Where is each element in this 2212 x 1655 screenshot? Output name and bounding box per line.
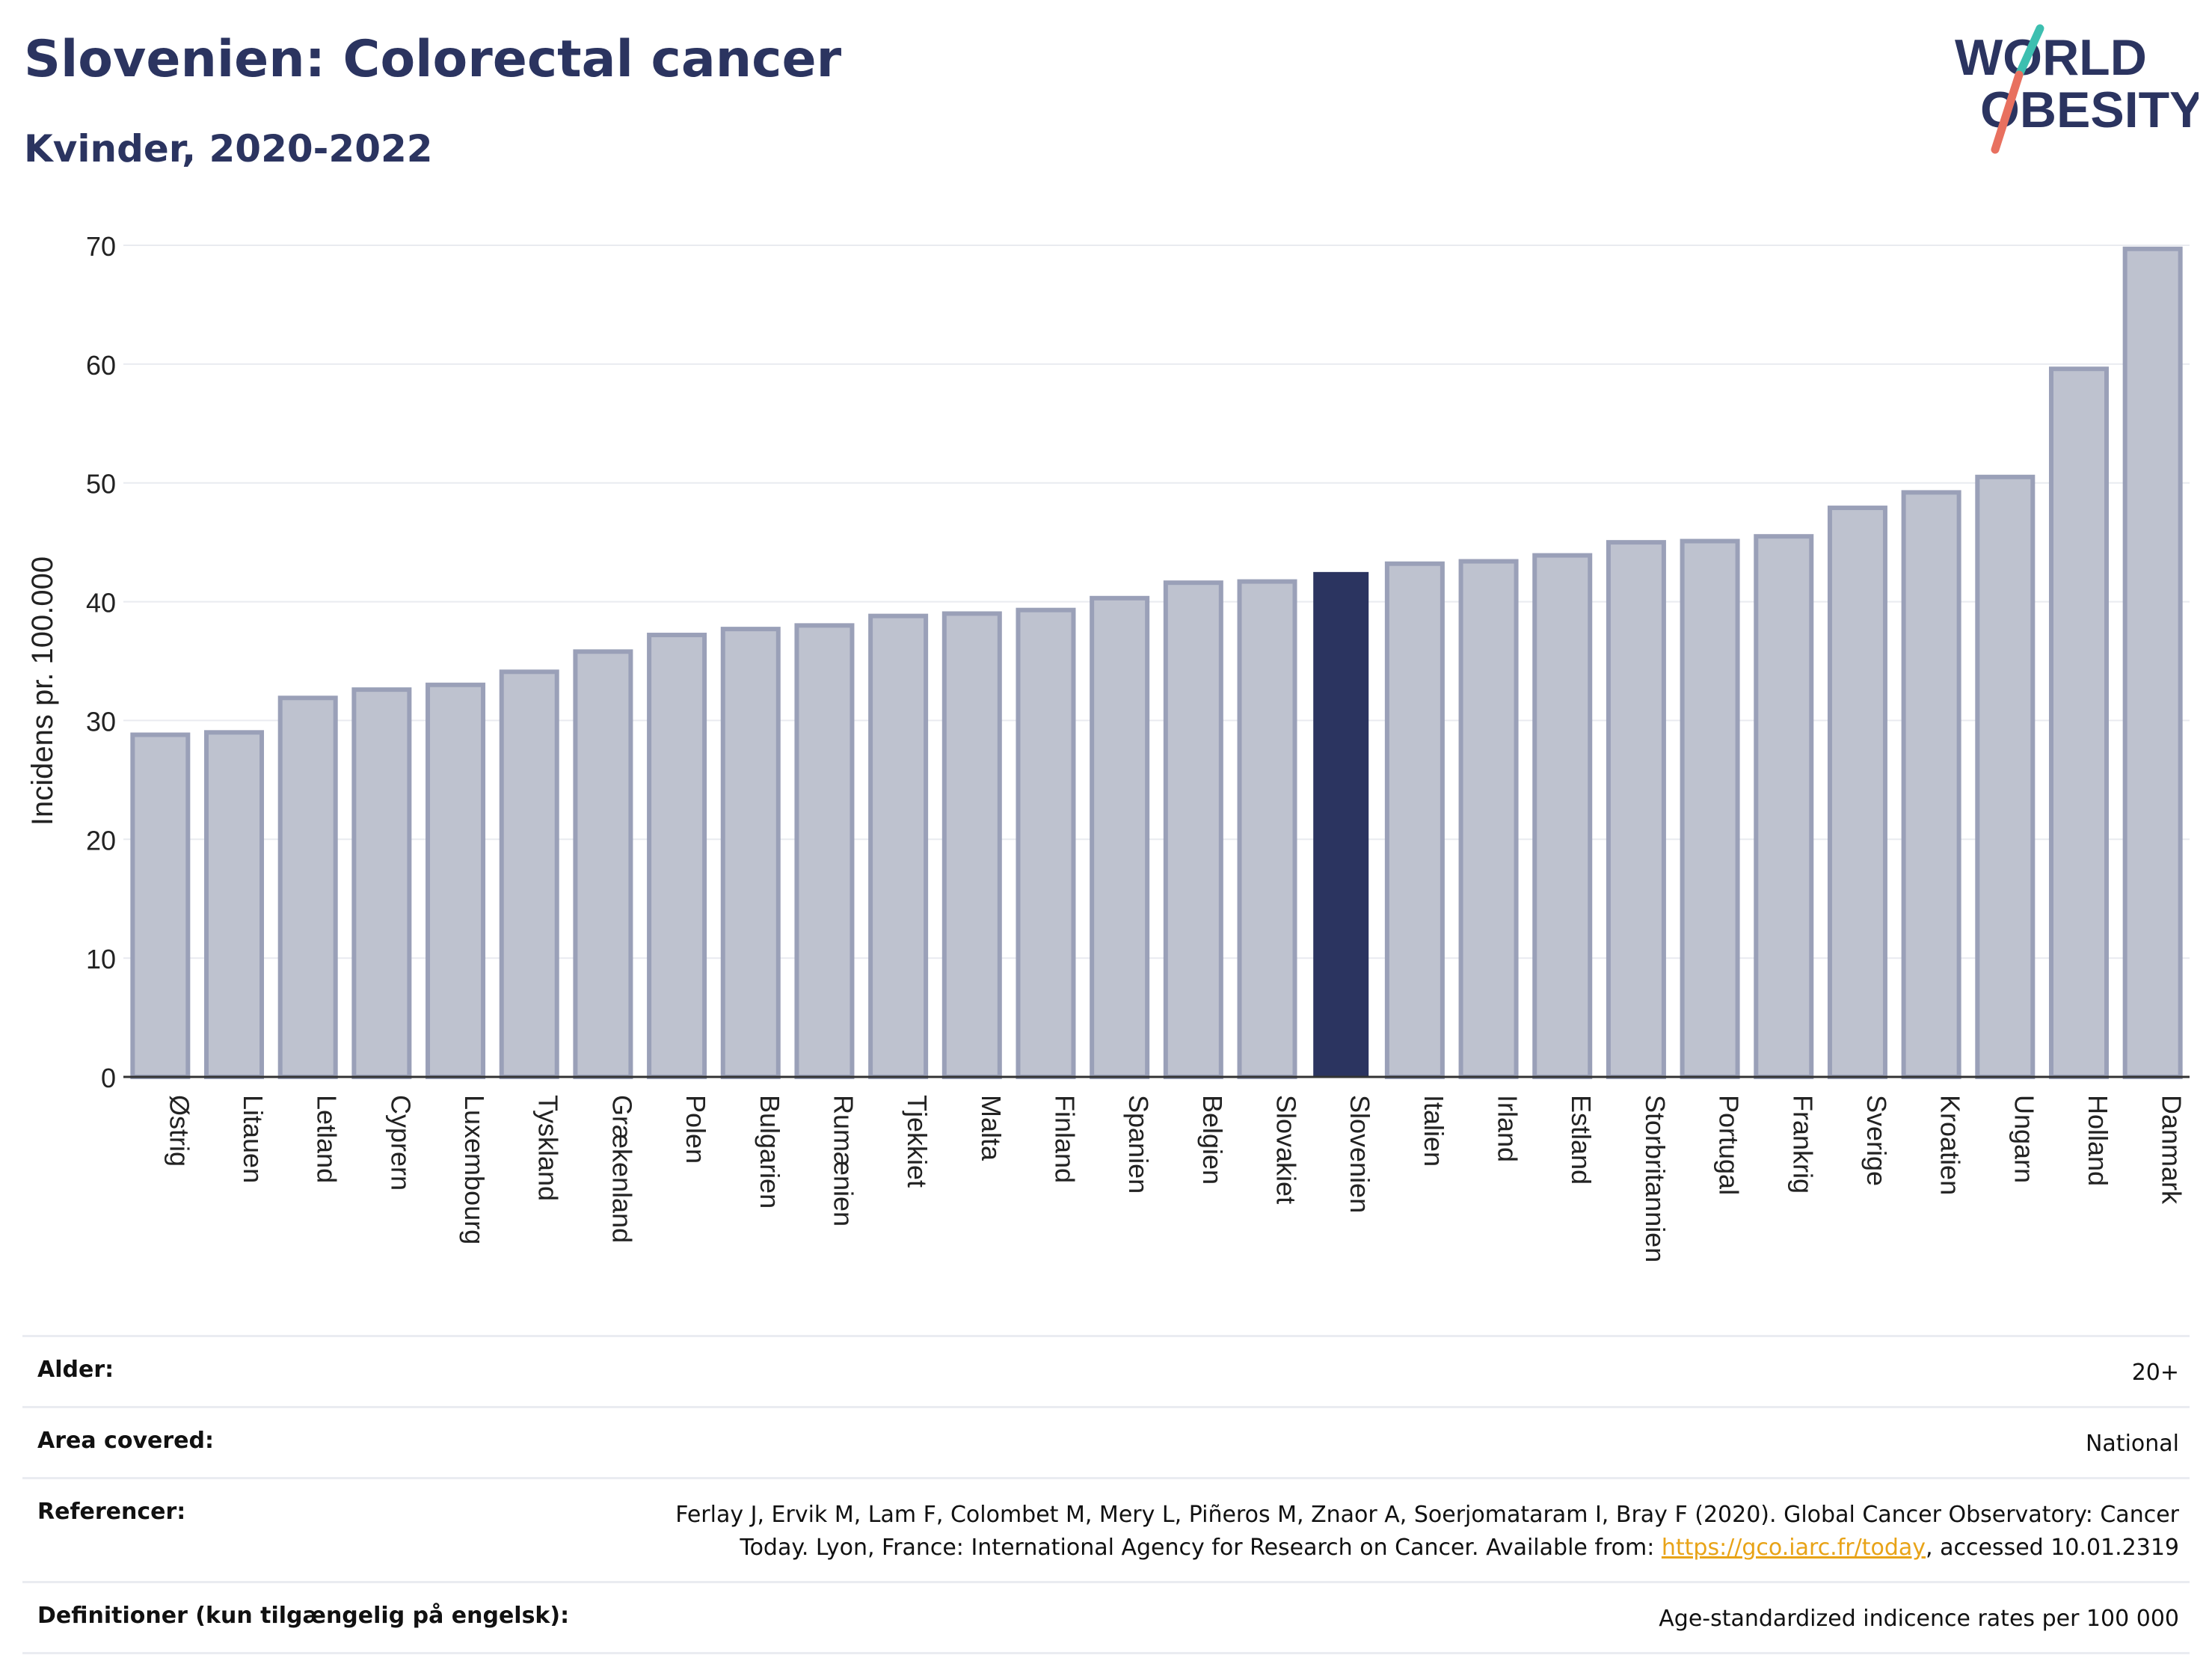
x-tick-label: Italien: [1419, 1095, 1449, 1167]
bar-rumænien: [794, 623, 855, 1079]
x-tick-label: Danmark: [2157, 1095, 2187, 1205]
bar-italien: [1384, 561, 1445, 1080]
info-value: Age-standardized indicence rates per 100…: [646, 1581, 2190, 1654]
info-key: Alder:: [22, 1335, 646, 1408]
x-tick-label: Portugal: [1714, 1095, 1745, 1195]
bar-grækenland: [573, 649, 633, 1079]
y-tick-label: 40: [86, 588, 116, 618]
x-tick-label: Belgien: [1197, 1095, 1228, 1185]
bar-bulgarien: [720, 627, 781, 1079]
logo-slash-coral: [1991, 70, 2024, 154]
y-axis-label: Incidens pr. 100.000: [26, 556, 59, 826]
bar-slovakiet: [1237, 579, 1297, 1079]
x-tick-label: Ungarn: [2009, 1095, 2039, 1183]
bar-kroatien: [1901, 490, 1961, 1079]
info-value: National: [646, 1406, 2190, 1479]
x-tick-label: Luxembourg: [459, 1095, 490, 1244]
bar-sverige: [1827, 506, 1887, 1079]
x-tick-label: Sverige: [1861, 1095, 1892, 1186]
x-tick-label: Litauen: [238, 1095, 268, 1183]
info-row: Referencer: Ferlay J, Ervik M, Lam F, Col…: [22, 1477, 2190, 1583]
info-row: Area covered: National: [22, 1406, 2190, 1479]
bar-chart: 0 10 20 30 40 50 60 70 Incidens pr. 100.000 Øst…: [26, 231, 2190, 1262]
bar-letland: [277, 696, 338, 1079]
bar-estland: [1532, 553, 1593, 1080]
info-key: Referencer:: [22, 1477, 646, 1583]
x-axis-ticks: Østrig Litauen Letland Cyprern Luxembourg Tys…: [164, 1095, 2187, 1262]
bar-spanien: [1090, 595, 1150, 1079]
info-table: Alder: 20+ Area covered: National Referencer…: [22, 1335, 2190, 1654]
x-tick-label: Finland: [1049, 1095, 1080, 1183]
info-value: 20+: [646, 1335, 2190, 1408]
world-obesity-logo: WORLD OBESITY: [1955, 24, 2199, 154]
x-tick-label: Østrig: [164, 1095, 194, 1167]
bar-frankrig: [1754, 534, 1814, 1079]
y-tick-label: 30: [86, 706, 116, 737]
logo-slash-teal: [2015, 24, 2044, 79]
x-tick-label: Estland: [1566, 1095, 1597, 1185]
x-tick-label: Storbritannien: [1640, 1095, 1671, 1262]
bar-cyprern: [351, 687, 412, 1079]
reference-link[interactable]: https://gco.iarc.fr/today: [1661, 1535, 1926, 1561]
bars: [130, 246, 2183, 1080]
bar-holland: [2048, 366, 2109, 1079]
x-tick-label: Slovakiet: [1271, 1095, 1302, 1204]
info-key: Area covered:: [22, 1406, 646, 1479]
y-tick-label: 70: [86, 231, 116, 262]
bar-tjekkiet: [868, 613, 929, 1079]
bar-portugal: [1680, 538, 1740, 1080]
bar-belgien: [1163, 580, 1223, 1079]
bar-slovenien: [1313, 571, 1369, 1077]
y-axis-ticks: 0 10 20 30 40 50 60 70: [86, 231, 116, 1093]
x-tick-label: Malta: [976, 1095, 1007, 1161]
y-tick-label: 50: [86, 469, 116, 500]
y-tick-label: 0: [101, 1063, 116, 1093]
x-tick-label: Letland: [312, 1095, 342, 1183]
x-tick-label: Kroatien: [1935, 1095, 1966, 1195]
chart-title: Slovenien: Colorectal cancer: [24, 30, 842, 89]
info-key: Definitioner (kun tilgængelig på engelsk…: [22, 1581, 646, 1654]
x-tick-label: Cyprern: [385, 1095, 416, 1191]
x-tick-label: Spanien: [1123, 1095, 1154, 1194]
x-tick-label: Holland: [2083, 1095, 2113, 1186]
x-tick-label: Tyskland: [533, 1095, 564, 1201]
bar-storbritannien: [1606, 540, 1666, 1079]
info-value: Ferlay J, Ervik M, Lam F, Colombet M, Me…: [646, 1477, 2190, 1583]
x-tick-label: Irland: [1493, 1095, 1523, 1162]
x-tick-label: Grækenland: [606, 1095, 637, 1243]
bar-tyskland: [499, 669, 559, 1079]
x-tick-label: Slovenien: [1345, 1095, 1375, 1213]
bar-malta: [941, 611, 1002, 1079]
bar-irland: [1458, 559, 1519, 1079]
bar-ungarn: [1975, 474, 2036, 1079]
x-tick-label: Bulgarien: [755, 1095, 785, 1209]
bar-finland: [1016, 607, 1076, 1079]
info-row: Alder: 20+: [22, 1335, 2190, 1408]
bar-luxembourg: [425, 682, 486, 1079]
y-tick-label: 20: [86, 825, 116, 856]
bar-østrig: [130, 732, 191, 1080]
y-tick-label: 10: [86, 944, 116, 974]
bar-litauen: [204, 730, 265, 1079]
x-tick-label: Polen: [681, 1095, 711, 1164]
x-tick-label: Rumænien: [828, 1095, 858, 1226]
x-tick-label: Frankrig: [1787, 1095, 1818, 1194]
x-tick-label: Tjekkiet: [902, 1095, 933, 1188]
bar-polen: [647, 633, 707, 1079]
info-row: Definitioner (kun tilgængelig på engelsk…: [22, 1581, 2190, 1654]
bar-danmark: [2122, 246, 2183, 1079]
chart-subtitle: Kvinder, 2020-2022: [24, 127, 433, 171]
info-table-body: Alder: 20+ Area covered: National Referencer…: [22, 1335, 2190, 1654]
logo-text-world: WORLD: [1955, 29, 2147, 86]
y-tick-label: 60: [86, 350, 116, 381]
